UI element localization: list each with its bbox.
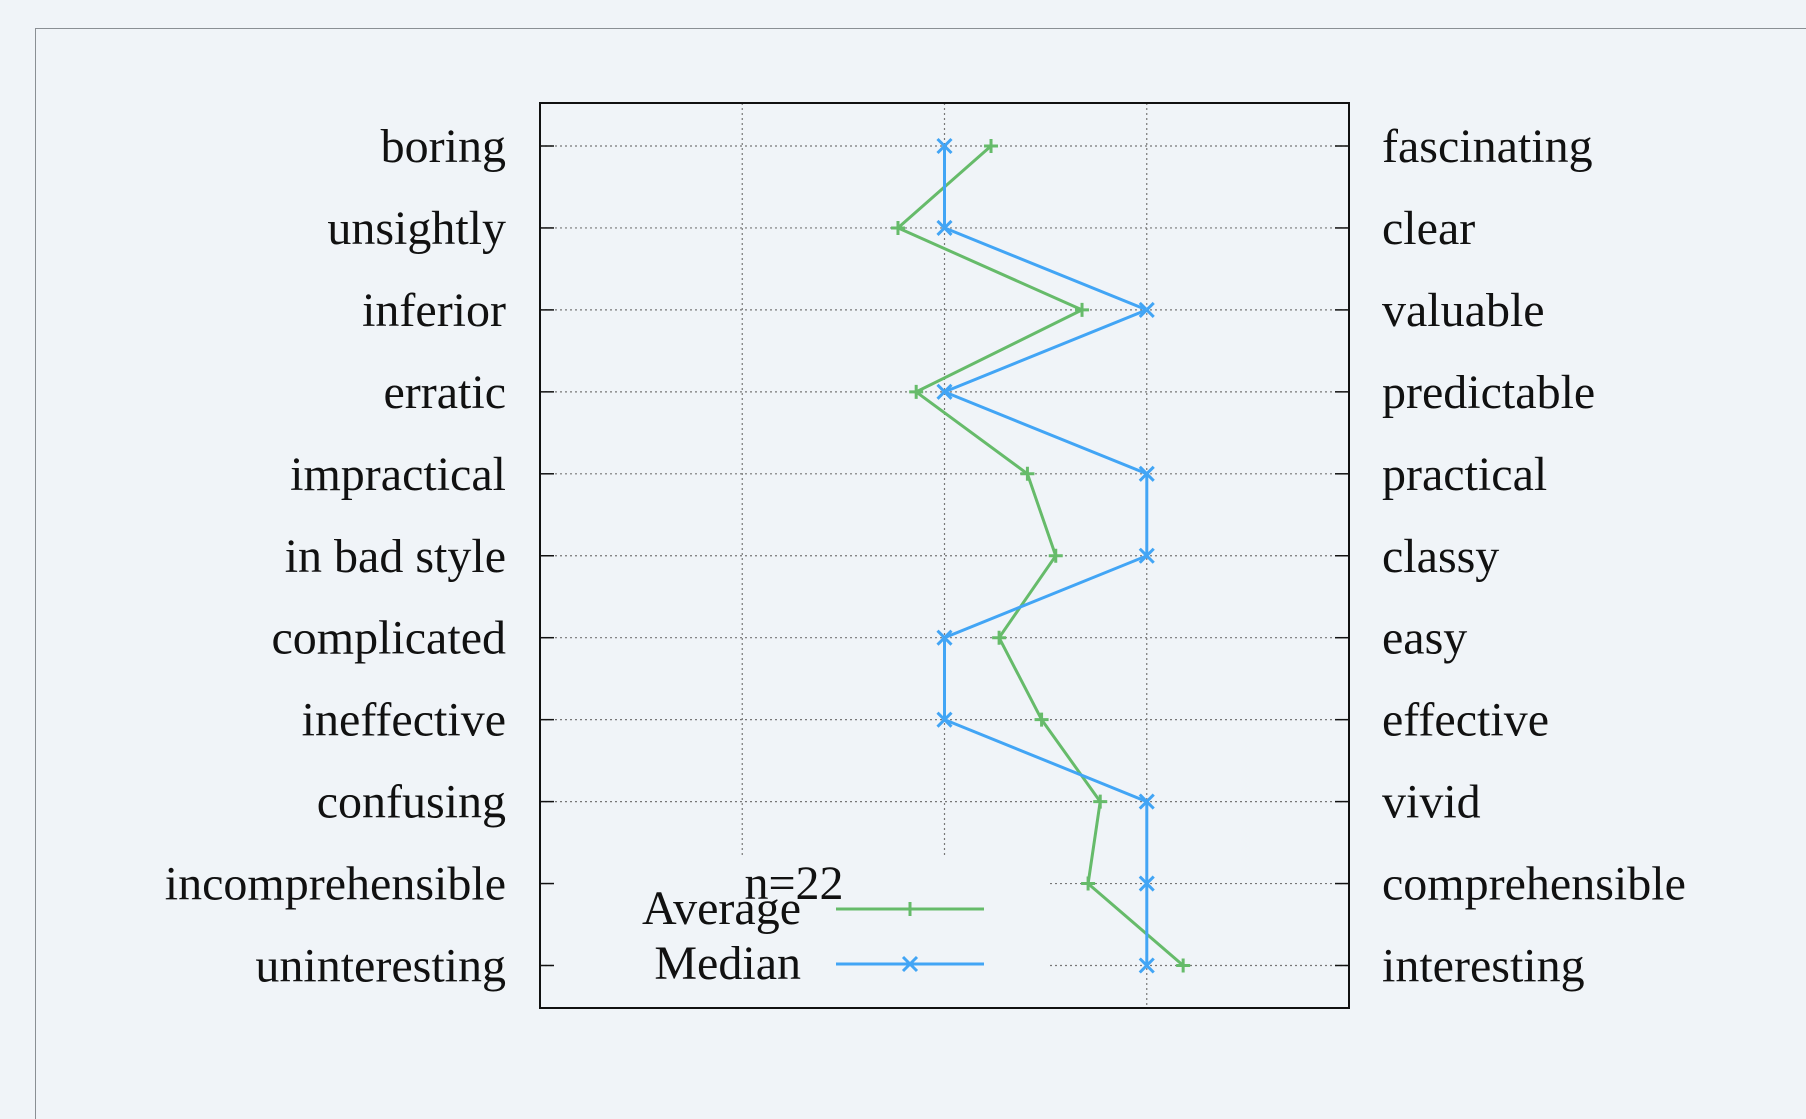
semantic-differential-chart: boring unsightly inferior erratic impractica… — [165, 102, 1686, 1009]
item-labels: boring unsightly inferior erratic impractica… — [165, 120, 1686, 993]
data-point — [1020, 466, 1035, 481]
legend-marker — [903, 902, 917, 916]
left-label: confusing — [317, 776, 506, 829]
data-point — [1138, 301, 1155, 318]
left-label: unsightly — [327, 202, 506, 255]
left-label: incomprehensible — [165, 858, 506, 911]
series — [890, 137, 1191, 974]
sample-size-annotation: n=22 — [744, 857, 843, 910]
left-label: uninteresting — [255, 940, 506, 993]
series-median — [936, 137, 1155, 974]
data-point — [1034, 712, 1049, 727]
right-label: classy — [1382, 530, 1499, 583]
left-label: ineffective — [302, 694, 506, 747]
data-point — [1138, 547, 1155, 564]
legend-label: Median — [654, 937, 801, 990]
data-point — [1093, 794, 1108, 809]
data-point — [992, 630, 1007, 645]
data-point — [1081, 876, 1096, 891]
grid — [540, 103, 1349, 1008]
left-label: in bad style — [285, 530, 506, 583]
figure-panel: boring unsightly inferior erratic impractica… — [35, 28, 1806, 1119]
data-point — [1138, 793, 1155, 810]
right-label: easy — [1382, 612, 1467, 665]
data-point — [1075, 302, 1090, 317]
left-label: boring — [381, 120, 506, 173]
data-point — [1138, 465, 1155, 482]
legend-label: Average — [642, 882, 801, 935]
left-label: inferior — [362, 284, 506, 337]
right-label: practical — [1382, 448, 1547, 501]
right-label: interesting — [1382, 940, 1585, 993]
data-point — [984, 139, 999, 153]
data-point — [936, 711, 953, 728]
data-point — [1138, 957, 1155, 974]
right-label: fascinating — [1382, 120, 1593, 173]
right-label: valuable — [1382, 284, 1545, 337]
right-label: clear — [1382, 202, 1475, 255]
data-point — [936, 137, 953, 155]
data-point — [1176, 958, 1191, 973]
left-label: erratic — [383, 366, 506, 419]
data-point — [909, 384, 924, 399]
series-average — [890, 139, 1191, 973]
data-point — [890, 220, 905, 235]
data-point — [1138, 875, 1155, 892]
left-label: complicated — [271, 612, 506, 665]
right-label: vivid — [1382, 776, 1481, 829]
data-point — [936, 219, 953, 237]
right-label: predictable — [1382, 366, 1595, 419]
right-label: effective — [1382, 694, 1549, 747]
legend-background — [554, 855, 1050, 1005]
data-point — [936, 383, 953, 400]
right-label: comprehensible — [1382, 858, 1686, 911]
data-point — [1048, 548, 1063, 563]
plot-frame — [539, 102, 1350, 1009]
legend-marker — [901, 955, 919, 973]
left-label: impractical — [290, 448, 506, 501]
data-point — [936, 629, 953, 646]
